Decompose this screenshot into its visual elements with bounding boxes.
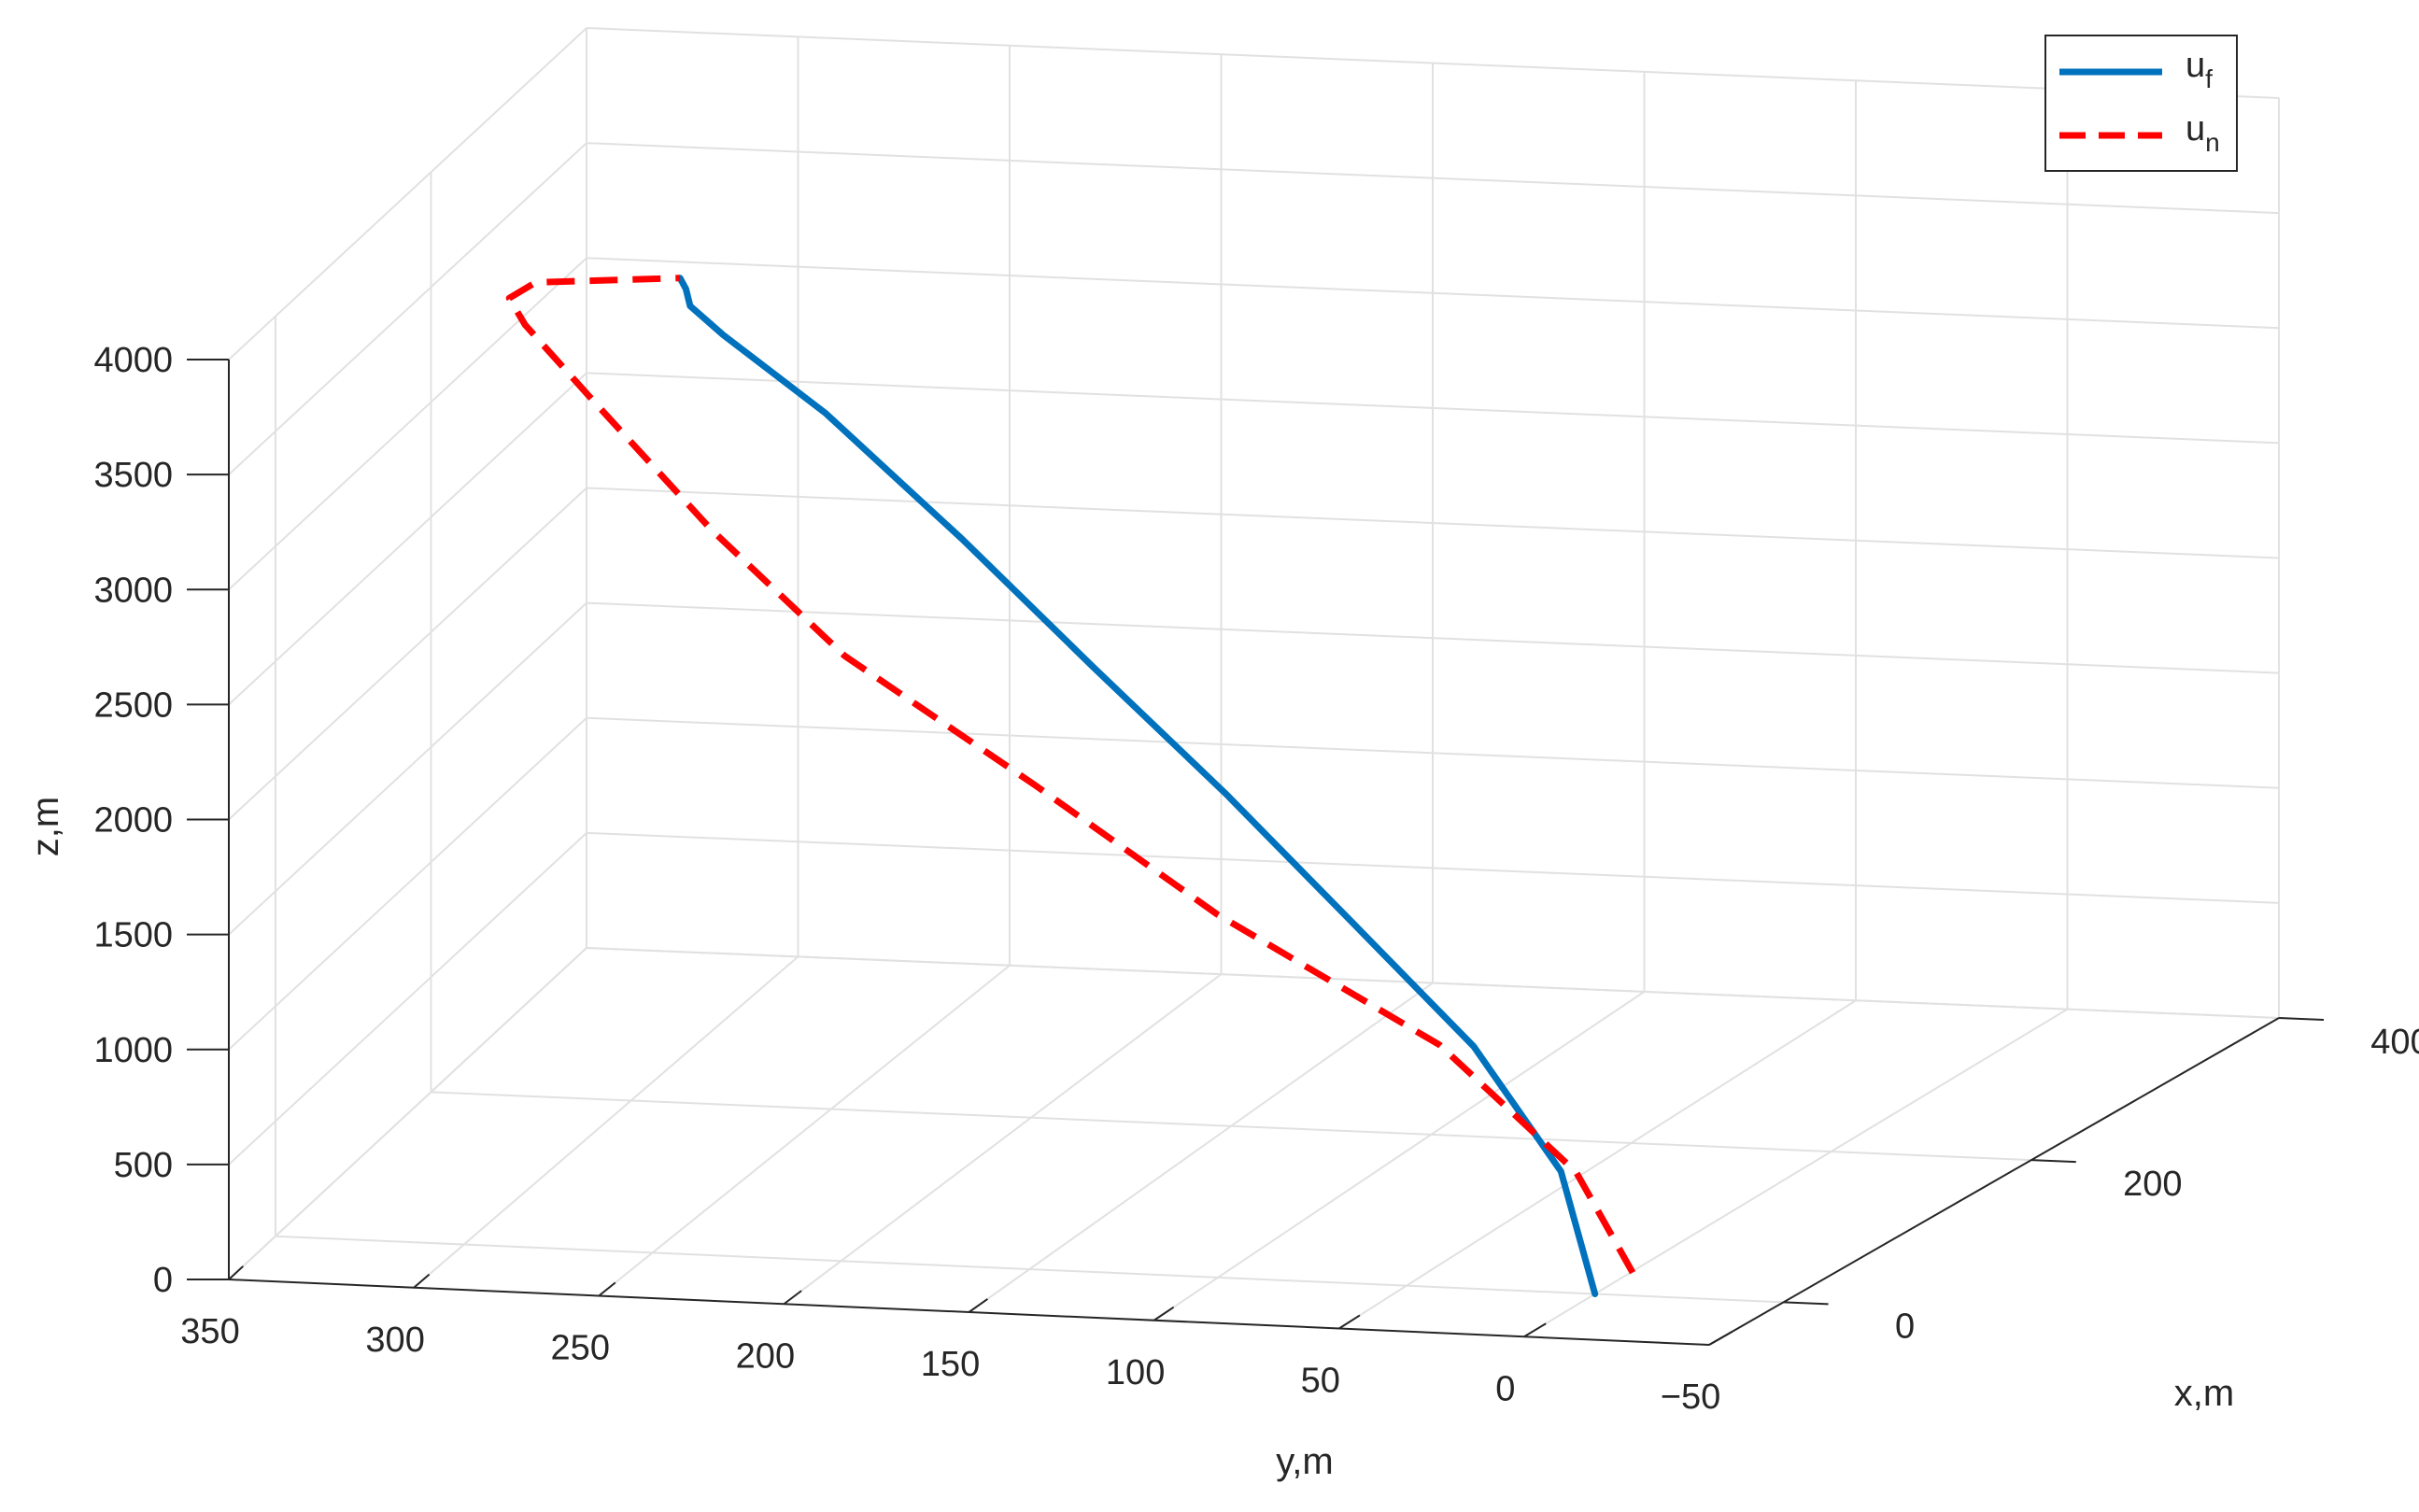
- y-axis-label: y,m: [1276, 1441, 1333, 1482]
- side-wall-grid-line-z: [228, 372, 587, 706]
- floor-grid-line-y: [1338, 999, 1857, 1330]
- x-tick-label: 400: [2370, 1023, 2419, 1062]
- back-wall-grid-line-z: [586, 487, 2280, 559]
- y-tick-mark: [1153, 1306, 1175, 1321]
- series-layer: [505, 275, 1636, 1297]
- z-tick-label: 500: [114, 1146, 173, 1185]
- legend: uf un: [2044, 35, 2238, 172]
- side-wall-grid-line-z: [228, 27, 587, 360]
- y-tick-mark: [968, 1298, 988, 1313]
- back-wall-grid-line-z: [586, 27, 2280, 99]
- y-tick-label: 150: [921, 1345, 980, 1384]
- legend-label-un: un: [2186, 109, 2220, 157]
- floor-grid-line-y: [598, 964, 1011, 1297]
- x-axis-label: x,m: [2174, 1373, 2234, 1414]
- side-wall-grid-line-z: [228, 487, 587, 821]
- y-tick-mark: [413, 1273, 431, 1289]
- side-wall-grid-line-z: [228, 832, 587, 1166]
- z-tick-label: 1500: [93, 916, 173, 955]
- floor-grid-line-y: [1153, 991, 1646, 1321]
- floor-grid-line-y: [413, 955, 799, 1289]
- z-tick-label: 2000: [93, 801, 173, 841]
- x-axis-line: [1708, 1017, 2280, 1346]
- z-tick-label: 4000: [93, 341, 173, 380]
- y-tick-mark: [783, 1290, 802, 1306]
- back-wall-grid-line-z: [586, 831, 2280, 904]
- y-tick-label: 200: [736, 1336, 795, 1376]
- y-tick-label: 350: [180, 1312, 239, 1351]
- z-tick-label: 0: [153, 1261, 173, 1300]
- x-tick-label: 200: [2123, 1165, 2182, 1204]
- back-wall-grid-line-z: [586, 601, 2280, 674]
- legend-label-uf-sub: f: [2205, 64, 2213, 93]
- series-line-un: [505, 275, 1636, 1275]
- z-tick-label: 1000: [93, 1031, 173, 1070]
- y-tick-label: 50: [1301, 1362, 1340, 1401]
- floor-grid-line-y: [783, 973, 1223, 1306]
- x-tick-mark: [1783, 1301, 1829, 1306]
- y-tick-label: 250: [551, 1329, 610, 1368]
- side-wall-grid-line-z: [228, 947, 587, 1280]
- y-tick-mark: [1708, 1331, 1733, 1346]
- grid-layer: [228, 27, 2280, 1346]
- y-tick-mark: [1338, 1314, 1361, 1330]
- side-wall-grid-line-z: [228, 601, 587, 936]
- y-tick-label: 100: [1106, 1353, 1165, 1392]
- floor-grid-line-y: [968, 982, 1434, 1313]
- x-tick-mark: [2030, 1159, 2076, 1164]
- x-tick-mark: [2278, 1017, 2325, 1021]
- y-tick-label: 300: [365, 1321, 424, 1360]
- side-wall-grid-line-z: [228, 142, 587, 475]
- y-tick-mark: [598, 1281, 616, 1297]
- legend-box: [2044, 35, 2238, 172]
- z-tick-label: 3000: [93, 571, 173, 610]
- y-tick-label: 0: [1495, 1369, 1515, 1408]
- back-wall-grid-line-z: [586, 716, 2280, 789]
- series-line-uf: [676, 275, 1599, 1297]
- legend-label-un-main: u: [2186, 109, 2205, 148]
- y-tick-mark: [228, 1265, 244, 1280]
- side-wall-grid-line-z: [228, 257, 587, 590]
- back-wall-grid-line-z: [586, 947, 2280, 1019]
- y-tick-mark: [1523, 1322, 1547, 1338]
- z-tick-label: 3500: [93, 456, 173, 495]
- back-wall-grid-line-z: [586, 142, 2280, 215]
- floor-grid-line-y: [1523, 1008, 2069, 1338]
- y-tick-label: −50: [1661, 1378, 1720, 1417]
- back-wall-grid-line-z: [586, 372, 2280, 445]
- legend-label-un-sub: n: [2205, 128, 2220, 157]
- side-wall-grid-line-z: [228, 717, 587, 1051]
- z-tick-label: 2500: [93, 685, 173, 725]
- floor-grid-line-x: [431, 1091, 2031, 1162]
- legend-label-uf: uf: [2186, 46, 2213, 93]
- x-tick-label: 0: [1895, 1307, 1915, 1346]
- legend-label-uf-main: u: [2186, 46, 2205, 85]
- back-wall-grid-line-z: [586, 257, 2280, 330]
- axes-layer: 350300250200150100500−500200400050010001…: [93, 341, 2419, 1417]
- z-axis-label: z,m: [25, 797, 66, 856]
- floor-grid-line-x: [275, 1235, 1784, 1304]
